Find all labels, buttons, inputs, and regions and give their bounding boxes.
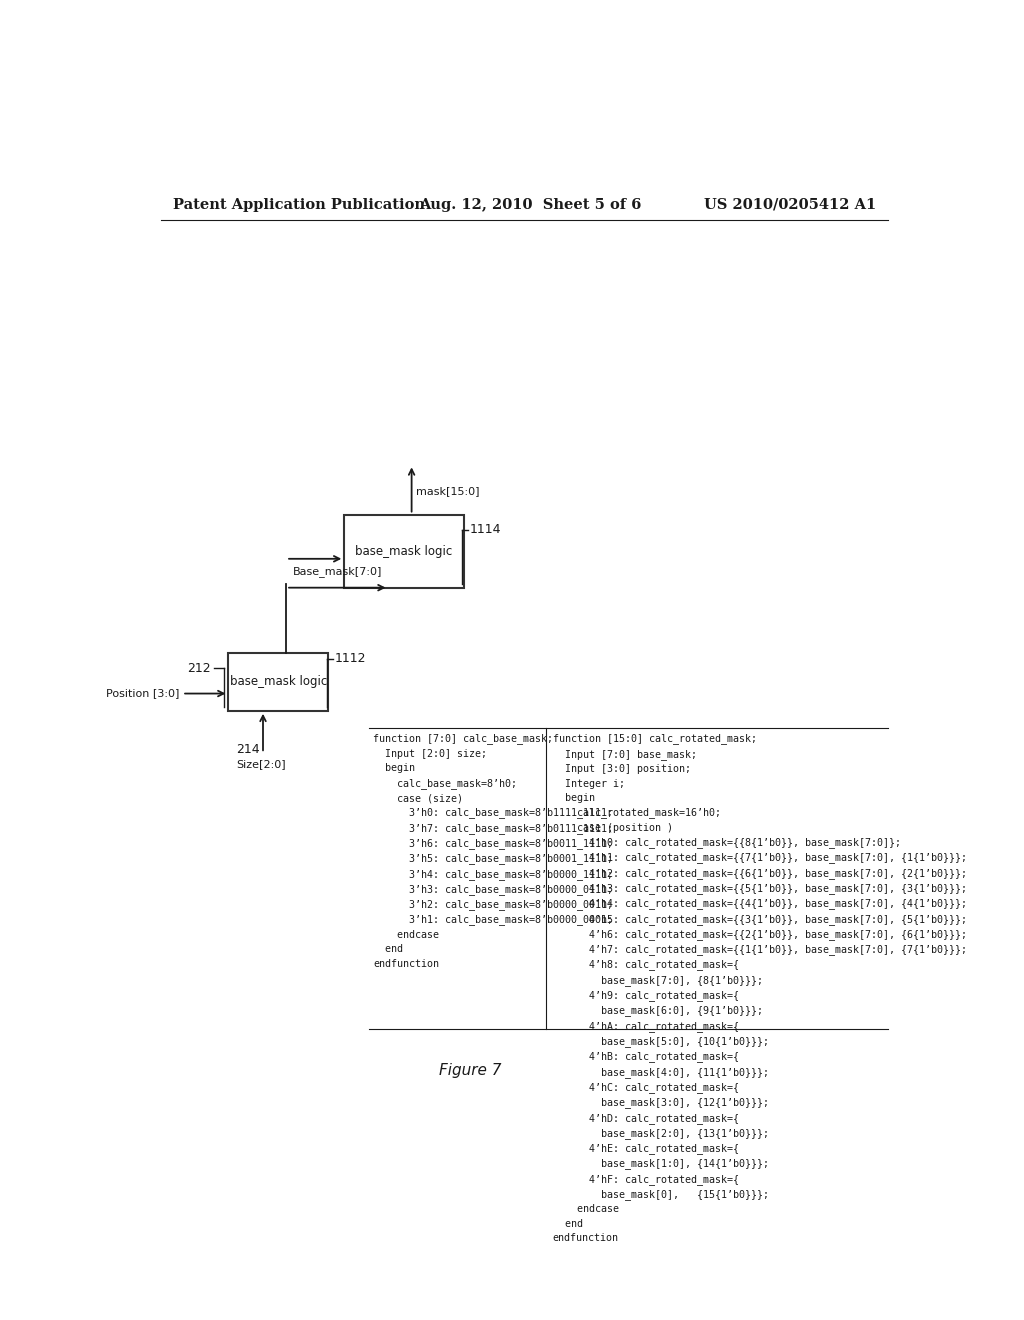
Text: function [15:0] calc_rotated_mask;
  Input [7:0] base_mask;
  Input [3:0] positi: function [15:0] calc_rotated_mask; Input…	[553, 734, 967, 1243]
Text: US 2010/0205412 A1: US 2010/0205412 A1	[705, 198, 877, 211]
Text: Size[2:0]: Size[2:0]	[236, 759, 286, 768]
Text: 212: 212	[187, 661, 211, 675]
Bar	[228, 653, 329, 711]
Text: Base_mask[7:0]: Base_mask[7:0]	[293, 566, 382, 577]
Bar	[344, 515, 464, 587]
Text: function [7:0] calc_base_mask;
  Input [2:0] size;
  begin
    calc_base_mask=8’: function [7:0] calc_base_mask; Input [2:…	[373, 734, 613, 969]
Text: Aug. 12, 2010  Sheet 5 of 6: Aug. 12, 2010 Sheet 5 of 6	[419, 198, 642, 211]
Text: 214: 214	[237, 743, 260, 756]
Text: mask[15:0]: mask[15:0]	[416, 487, 479, 496]
Text: base_mask logic: base_mask logic	[229, 676, 327, 689]
Text: Figure 7: Figure 7	[438, 1064, 501, 1078]
Text: 1114: 1114	[470, 523, 501, 536]
Text: Patent Application Publication: Patent Application Publication	[173, 198, 425, 211]
Text: 1112: 1112	[335, 652, 367, 665]
Text: base_mask logic: base_mask logic	[355, 545, 453, 557]
Text: Position [3:0]: Position [3:0]	[106, 689, 180, 698]
